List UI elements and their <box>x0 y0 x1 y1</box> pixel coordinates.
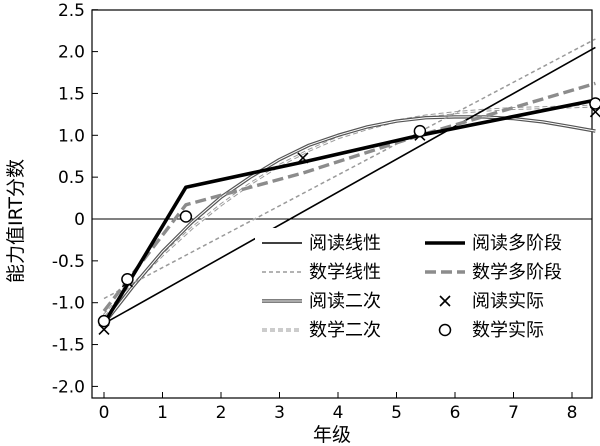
legend-swatch <box>439 295 451 307</box>
x-stroke <box>439 295 451 307</box>
x-tick-label: 8 <box>567 403 578 423</box>
series-数学线性 <box>103 38 596 300</box>
y-tick-label: -1.5 <box>52 336 85 356</box>
x-tick-label: 6 <box>450 403 461 423</box>
y-tick-label: -0.5 <box>52 252 85 272</box>
series-阅读线性 <box>103 46 596 325</box>
data-point <box>97 314 111 328</box>
actual-markers <box>97 97 600 336</box>
y-tick-label: -2.0 <box>52 377 85 397</box>
x-tick-label: 0 <box>99 403 110 423</box>
y-tick-label: 0 <box>74 210 85 230</box>
x-tick-label: 2 <box>216 403 227 423</box>
y-tick-label: -1.0 <box>52 294 85 314</box>
x-tick-label: 5 <box>391 403 402 423</box>
y-tick-label: 1.5 <box>58 84 85 104</box>
series-阅读多阶段 <box>102 98 596 325</box>
legend-label: 数学二次 <box>309 320 381 341</box>
series-line <box>103 38 596 300</box>
y-tick-label: 2.0 <box>58 43 85 63</box>
x-stroke <box>297 152 309 164</box>
legend-label: 阅读实际 <box>472 291 544 312</box>
series-line-inner <box>103 116 596 324</box>
data-point <box>121 273 134 286</box>
series-line <box>102 81 596 313</box>
x-tick-label: 1 <box>157 403 168 423</box>
data-point <box>589 97 600 110</box>
legend-label: 阅读多阶段 <box>472 233 562 254</box>
data-point <box>413 124 427 138</box>
series-数学多阶段 <box>102 81 596 313</box>
legend-item: 数学线性 <box>262 262 381 283</box>
series-line <box>102 98 596 325</box>
axes: 2.5 2.0 1.5 1.0 0.5 0 -0.5 -1.0 -1.5 -2.0 0 1 2 3 4 5 6 7… <box>52 1 593 423</box>
data-point <box>297 152 309 164</box>
y-tick-label: 0.5 <box>58 168 85 188</box>
legend-item: 阅读二次 <box>262 291 381 312</box>
y-tick-label: 2.5 <box>58 1 85 21</box>
legend-item: 数学实际 <box>438 320 544 341</box>
legend-label: 数学线性 <box>309 262 381 283</box>
series-阅读二次 <box>102 115 596 325</box>
y-axis-title: 能力值IRT分数 <box>5 159 27 283</box>
legend-item: 数学多阶段 <box>425 262 562 283</box>
x-tick-label: 7 <box>508 403 519 423</box>
legend-swatch <box>438 323 452 337</box>
x-tick-label: 4 <box>333 403 344 423</box>
y-tick-label: 1.0 <box>58 126 85 146</box>
x-tick-label: 3 <box>274 403 285 423</box>
series-line <box>103 46 596 325</box>
legend-item: 阅读多阶段 <box>425 233 562 254</box>
legend-background <box>255 228 585 350</box>
series-lines <box>102 38 596 325</box>
legend-label: 数学多阶段 <box>472 262 562 283</box>
plot-frame <box>91 9 593 399</box>
legend-label: 阅读二次 <box>309 291 381 312</box>
legend-label: 阅读线性 <box>309 233 381 254</box>
legend-item: 阅读实际 <box>439 291 544 312</box>
x-axis-title: 年级 <box>313 424 351 446</box>
legend-item: 数学二次 <box>262 320 381 341</box>
data-point <box>179 210 193 223</box>
legend-item: 阅读线性 <box>262 233 381 254</box>
legend-label: 数学实际 <box>472 320 544 341</box>
